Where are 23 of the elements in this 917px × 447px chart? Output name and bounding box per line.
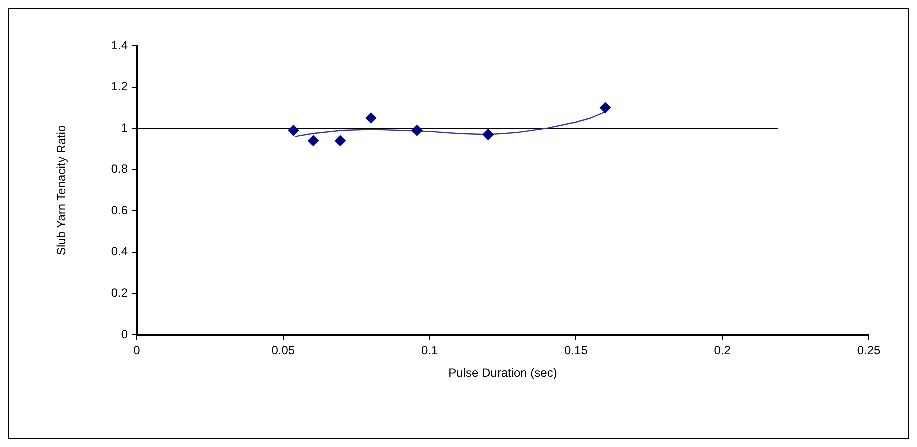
y-tick-label: 0.8 [111,162,128,176]
y-tick-label: 0.6 [111,203,128,218]
x-tick-label: 0 [134,344,141,358]
point [288,125,300,136]
y-tick-label: 0.4 [111,244,128,259]
y-axis-title: Slub Yarn Tenacity Ratio [54,125,69,256]
x-tick-label: 0.25 [857,344,881,358]
x-tick-label: 0.05 [272,344,296,358]
x-tick-label: 0.1 [421,344,438,358]
point [308,135,320,146]
y-tick-label: 0 [121,327,128,342]
y-tick-label: 1 [121,120,128,135]
point [412,125,423,136]
x-tick-label: 0.2 [714,344,732,358]
x-tick-label: 0.15 [564,344,588,358]
point [482,129,494,140]
y-tick-label: 1.4 [111,38,128,52]
point [600,102,611,114]
point [334,135,346,146]
y-tick-label: 0.2 [111,286,128,300]
point [366,112,377,124]
y-tick-label: 1.2 [111,80,128,94]
x-axis-title: Pulse Duration (sec) [448,366,558,380]
